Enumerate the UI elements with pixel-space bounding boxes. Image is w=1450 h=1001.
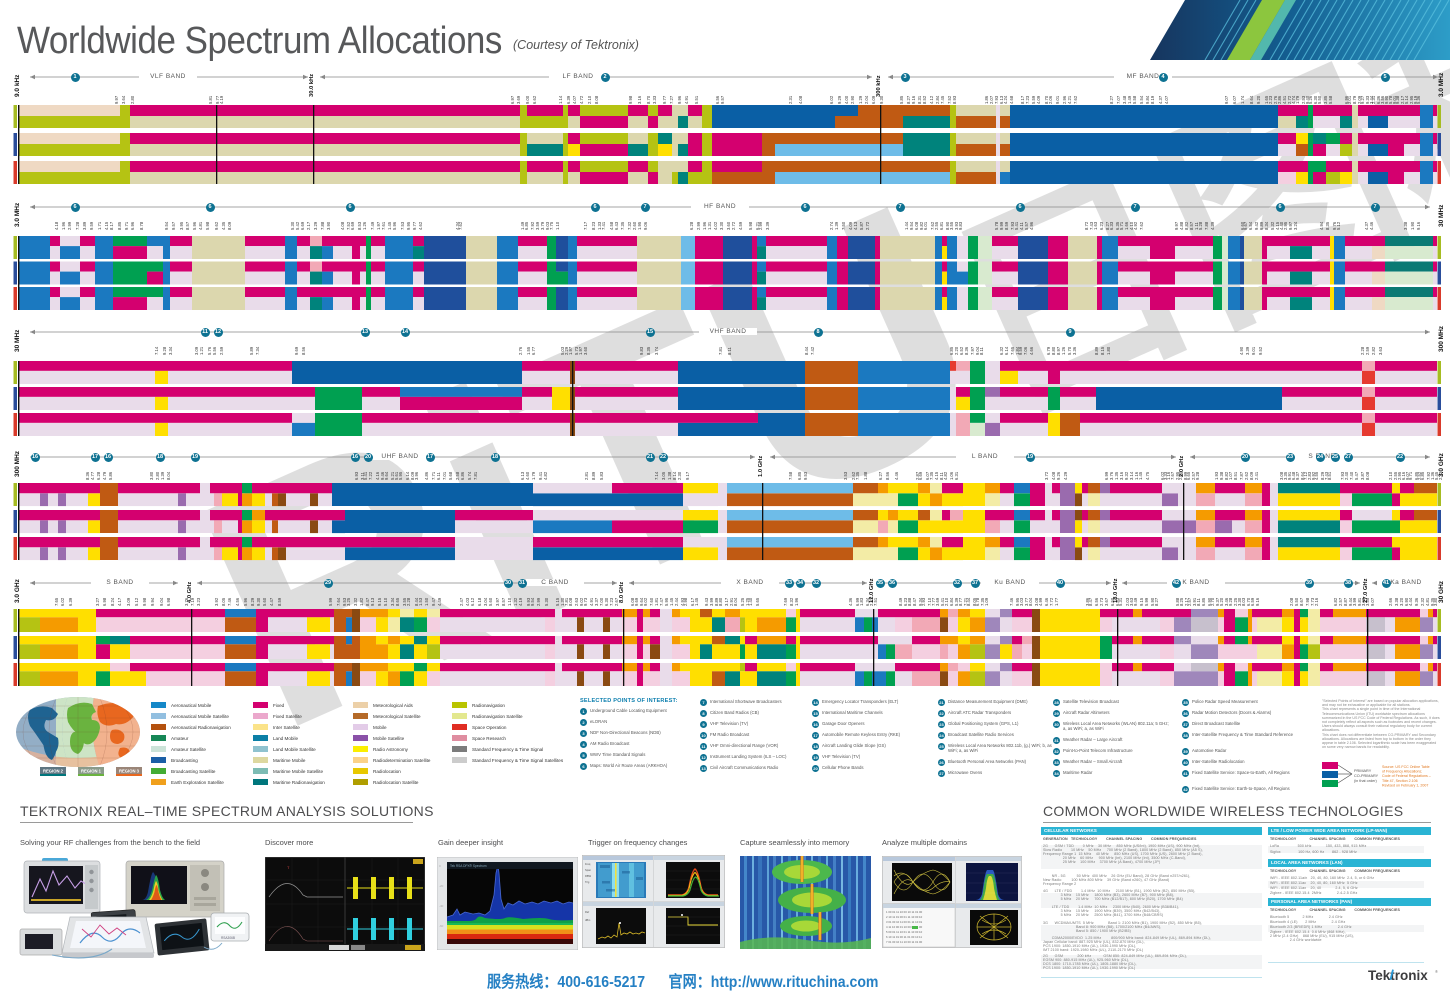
svg-text:Revised on February 1, 2007: Revised on February 1, 2007 <box>1382 783 1428 787</box>
svg-text:of Frequency Allocations;: of Frequency Allocations; <box>1382 770 1422 774</box>
svg-text:RBW: RBW <box>585 874 592 878</box>
svg-text:6 10 11 01 00 11 01 00 10 11: 6 10 11 01 00 11 01 00 10 11 <box>886 935 922 939</box>
svg-text:4 11 10 00 01 10 00 01 11 00: 4 11 10 00 01 10 00 01 11 00 <box>886 925 923 929</box>
svg-text:7 01 00 10 11 10 00 11 01 00: 7 01 00 10 11 10 00 11 01 00 <box>886 940 923 944</box>
svg-text:5 00 01 11 10 01 11 10 00 10: 5 00 01 11 10 01 11 10 00 10 <box>886 930 923 934</box>
svg-text:Code of Federal Regulations –: Code of Federal Regulations – <box>1382 774 1431 778</box>
svg-text:Ref: Ref <box>585 910 589 914</box>
svg-text:Trig: Trig <box>585 880 590 884</box>
svg-text:Span: Span <box>585 868 592 872</box>
svg-text:2 10 11 01 00 01 11 10 00 10: 2 10 11 01 00 01 11 10 00 10 <box>886 915 923 919</box>
svg-text:0: 0 <box>439 864 441 868</box>
svg-text:Tek RSA DPX® Spectrum: Tek RSA DPX® Spectrum <box>450 864 487 868</box>
svg-text:-20: -20 <box>439 884 444 888</box>
svg-text:REGION 3: REGION 3 <box>119 768 140 773</box>
svg-text:PRIMARY: PRIMARY <box>1354 769 1372 773</box>
svg-text:1 00 01 11 10 00 10 11 01 00: 1 00 01 11 10 00 10 11 01 00 <box>886 910 923 914</box>
svg-text:RSA306B: RSA306B <box>221 936 235 940</box>
svg-text:-40: -40 <box>439 904 444 908</box>
svg-text:REGION 1: REGION 1 <box>81 768 102 773</box>
svg-text:®: ® <box>1435 969 1438 974</box>
svg-text:Tektronix: Tektronix <box>1368 968 1428 983</box>
svg-text:CO-PRIMARY: CO-PRIMARY <box>1354 774 1379 778</box>
svg-text:3 01 00 10 11 00 01 11 10 01: 3 01 00 10 11 00 01 11 10 01 <box>886 920 923 924</box>
svg-text:dBm: dBm <box>585 918 590 922</box>
svg-text:Title 47, Section 2.106: Title 47, Section 2.106 <box>1382 779 1418 783</box>
svg-text:Freq: Freq <box>585 862 591 866</box>
svg-text:Source: US FCC Online Table: Source: US FCC Online Table <box>1382 765 1430 769</box>
svg-text:T: T <box>287 865 290 870</box>
svg-text:REGION 2: REGION 2 <box>43 768 64 773</box>
svg-text:(in that order): (in that order) <box>1354 779 1378 783</box>
svg-text:-60: -60 <box>439 924 444 928</box>
